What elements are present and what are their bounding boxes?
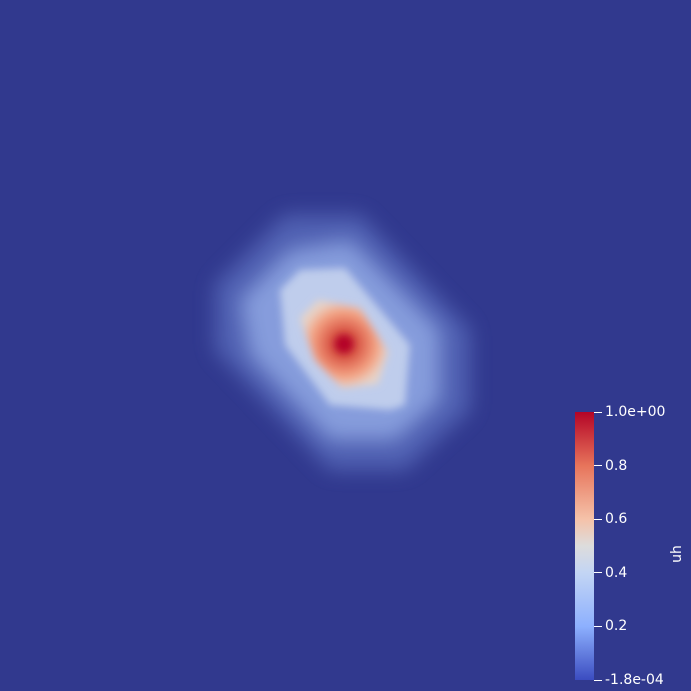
colorbar-tick-label: 1.0e+00 bbox=[605, 404, 666, 420]
colorbar-tick-label: 0.4 bbox=[605, 564, 628, 581]
colorbar-tick-label: 0.8 bbox=[605, 457, 628, 474]
colorbar-tick-label: 0.2 bbox=[605, 618, 628, 635]
colorbar-tick-mark bbox=[594, 518, 602, 520]
colorbar bbox=[575, 412, 594, 680]
colorbar-tick-label: 0.6 bbox=[605, 511, 628, 528]
field-peak bbox=[336, 336, 352, 352]
colorbar-tick-mark bbox=[594, 411, 602, 413]
colorbar-tick-mark bbox=[594, 625, 602, 627]
colorbar-tick-mark bbox=[594, 679, 602, 681]
colorbar-tick-label: -1.8e-04 bbox=[605, 672, 664, 688]
colorbar-tick-mark bbox=[594, 572, 602, 574]
colorbar-tick-mark bbox=[594, 465, 602, 467]
colorbar-gradient bbox=[575, 412, 594, 680]
colorbar-title: uh bbox=[668, 545, 685, 563]
